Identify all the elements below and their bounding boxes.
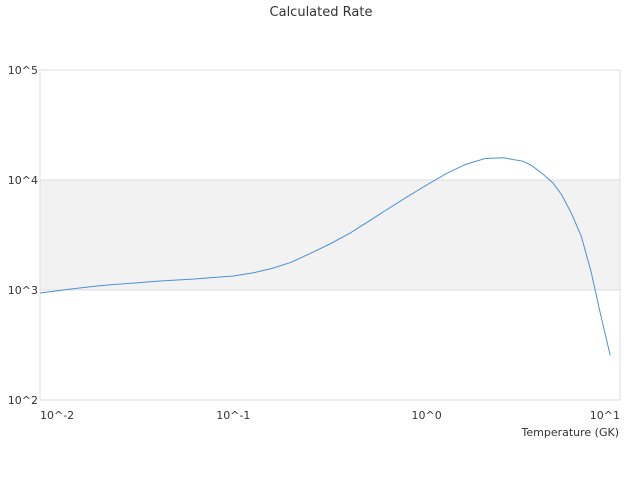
chart-title: Calculated Rate <box>270 5 373 20</box>
grid-lines <box>39 69 621 401</box>
plot-band <box>40 70 620 180</box>
x-axis-label: Temperature (GK) <box>521 426 620 439</box>
y-tick-label: 10^4 <box>8 174 38 187</box>
plot-band <box>40 180 620 290</box>
x-tick-label: 10^-1 <box>216 409 250 422</box>
x-tick-label: 10^0 <box>412 409 442 422</box>
y-tick-label: 10^5 <box>8 64 38 77</box>
y-tick-label: 10^2 <box>8 394 38 407</box>
y-tick-label: 10^3 <box>8 284 38 297</box>
plot-bands <box>40 70 620 400</box>
plot-band <box>40 290 620 400</box>
series-line-rate <box>39 157 611 356</box>
x-tick-label: 10^1 <box>590 409 620 422</box>
tick-labels: 10^2 10^3 10^4 10^5 10^-2 10^-1 10^0 10^1 <box>8 64 620 422</box>
x-tick-label: 10^-2 <box>40 409 74 422</box>
